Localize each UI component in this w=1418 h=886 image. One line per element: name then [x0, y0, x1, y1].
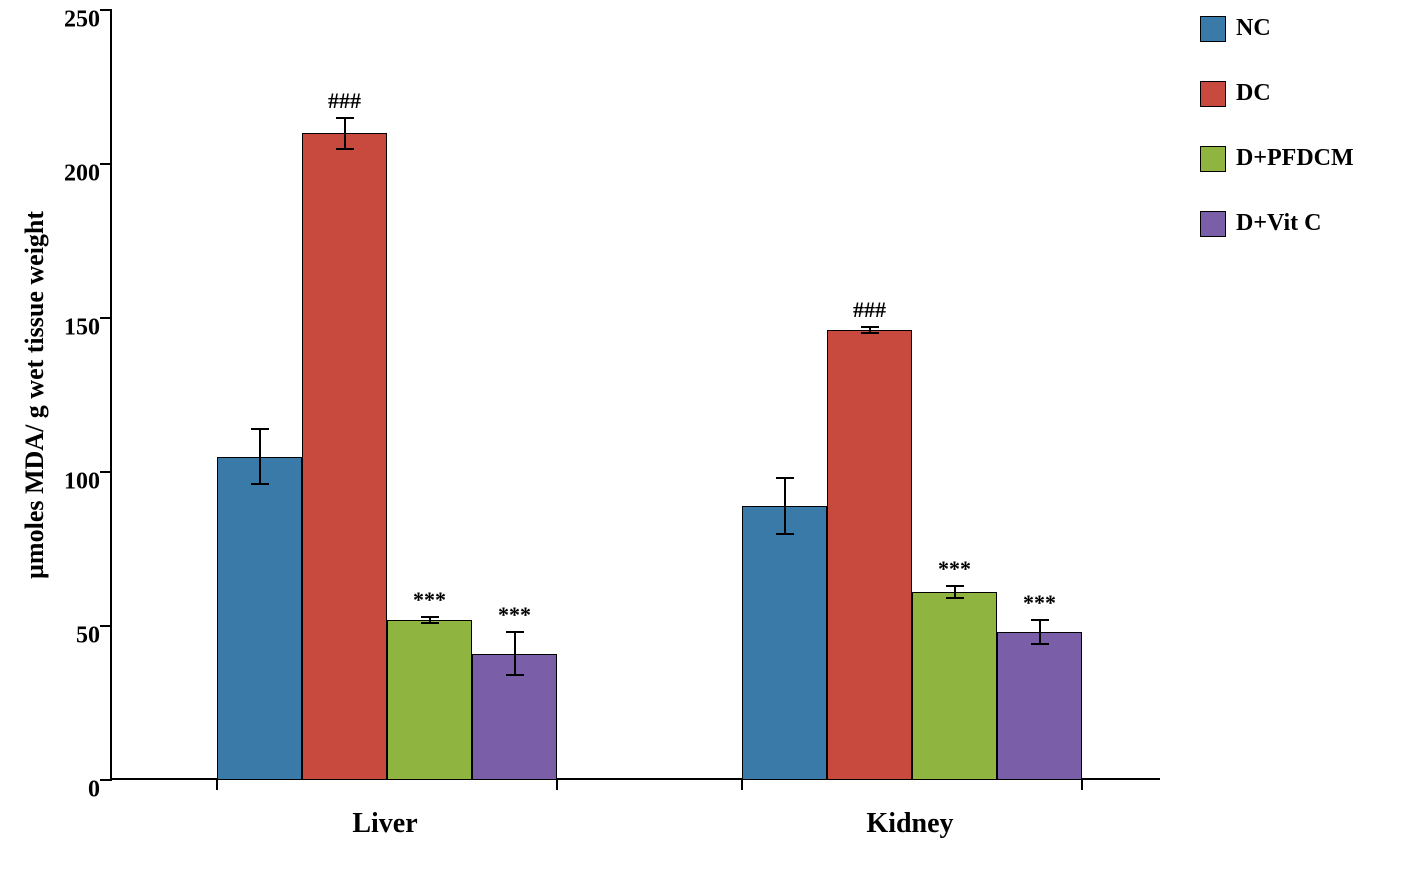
y-tick-label: 150 — [64, 315, 100, 342]
error-cap — [861, 326, 879, 328]
error-bar — [259, 429, 261, 484]
bar-annotation: ### — [853, 297, 886, 323]
error-bar — [784, 478, 786, 533]
y-tick — [100, 163, 112, 165]
error-cap — [1031, 643, 1049, 645]
legend-label: DC — [1236, 80, 1271, 107]
y-tick-label: 250 — [64, 7, 100, 34]
bar — [742, 506, 827, 780]
error-cap — [336, 148, 354, 150]
y-tick — [100, 317, 112, 319]
error-cap — [506, 674, 524, 676]
bar — [912, 592, 997, 780]
bar-annotation: *** — [1023, 590, 1056, 616]
error-cap — [336, 117, 354, 119]
y-tick-label: 200 — [64, 161, 100, 188]
error-cap — [251, 483, 269, 485]
legend-label: D+PFDCM — [1236, 145, 1354, 172]
y-tick-label: 50 — [76, 623, 100, 650]
y-tick — [100, 625, 112, 627]
error-cap — [421, 622, 439, 624]
x-group-label: Kidney — [866, 808, 953, 840]
bar — [997, 632, 1082, 780]
legend-item: NC — [1200, 15, 1354, 42]
x-group-label: Liver — [352, 808, 417, 840]
error-cap — [776, 477, 794, 479]
bar-annotation: *** — [938, 556, 971, 582]
bar — [827, 330, 912, 780]
bar — [302, 133, 387, 780]
error-cap — [776, 533, 794, 535]
error-cap — [946, 597, 964, 599]
y-tick — [100, 779, 112, 781]
bar — [217, 457, 302, 780]
bar-annotation: *** — [498, 602, 531, 628]
y-tick-label: 100 — [64, 469, 100, 496]
error-cap — [421, 616, 439, 618]
legend: NC DC D+PFDCM D+Vit C — [1200, 15, 1354, 275]
bar-annotation: ### — [328, 88, 361, 114]
y-tick — [100, 471, 112, 473]
y-tick-label: 0 — [88, 777, 100, 804]
chart-container: ###******###****** µmoles MDA/ g wet tis… — [110, 10, 1160, 820]
legend-item: DC — [1200, 80, 1354, 107]
y-tick — [100, 9, 112, 11]
error-bar — [344, 118, 346, 149]
legend-swatch — [1200, 81, 1226, 107]
legend-label: D+Vit C — [1236, 210, 1321, 237]
bar-annotation: *** — [413, 587, 446, 613]
legend-swatch — [1200, 16, 1226, 42]
legend-item: D+Vit C — [1200, 210, 1354, 237]
legend-label: NC — [1236, 15, 1271, 42]
plot-area: ### *** *** ### *** *** — [110, 10, 1160, 780]
error-cap — [506, 631, 524, 633]
error-bar — [514, 632, 516, 675]
legend-item: D+PFDCM — [1200, 145, 1354, 172]
error-bar — [1039, 620, 1041, 645]
legend-swatch — [1200, 211, 1226, 237]
legend-swatch — [1200, 146, 1226, 172]
error-cap — [251, 428, 269, 430]
error-cap — [861, 332, 879, 334]
y-axis-label: µmoles MDA/ g wet tissue weight — [20, 211, 50, 579]
error-cap — [946, 585, 964, 587]
error-cap — [1031, 619, 1049, 621]
bar — [387, 620, 472, 780]
